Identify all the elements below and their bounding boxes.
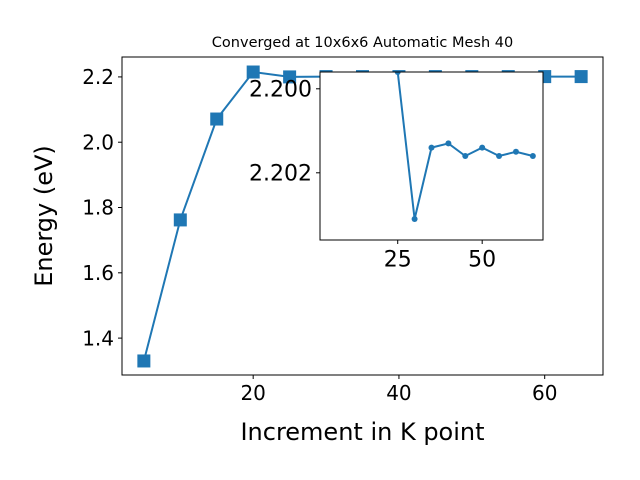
data-point [462, 153, 469, 159]
data-point [394, 72, 401, 75]
data-point [445, 140, 452, 147]
chart-title: Converged at 10x6x6 Automatic Mesh 40 [212, 35, 513, 51]
x-tick-label: 40 [386, 381, 411, 405]
data-point [283, 70, 297, 84]
y-tick-label: 1.4 [82, 326, 114, 350]
plot-content [394, 72, 536, 222]
y-tick-label: 1.6 [82, 261, 114, 285]
data-point [496, 153, 503, 159]
plot-frame [319, 71, 544, 241]
x-tick-label: 25 [384, 248, 412, 273]
x-tick-label: 20 [240, 381, 265, 405]
data-point [137, 354, 151, 368]
data-point [479, 144, 486, 151]
y-tick-label: 2.202 [249, 162, 312, 187]
data-point [173, 213, 187, 227]
y-tick-label: 2.200 [249, 78, 312, 103]
y-tick-label: 1.8 [82, 196, 114, 220]
plot-area [320, 72, 543, 240]
x-tick-label: 60 [532, 381, 557, 405]
data-point [512, 148, 519, 155]
x-axis-label: Increment in K point [240, 418, 484, 446]
data-point [210, 112, 224, 126]
y-axis-label: Energy (eV) [30, 145, 58, 287]
data-point [529, 153, 536, 159]
data-point [246, 65, 260, 79]
data-point [428, 144, 435, 151]
y-tick-label: 2.0 [82, 130, 114, 154]
data-point [411, 216, 418, 222]
y-tick-label: 2.2 [82, 65, 114, 89]
plot-frame [121, 56, 604, 376]
data-point [574, 70, 588, 84]
x-tick-label: 50 [468, 248, 496, 273]
